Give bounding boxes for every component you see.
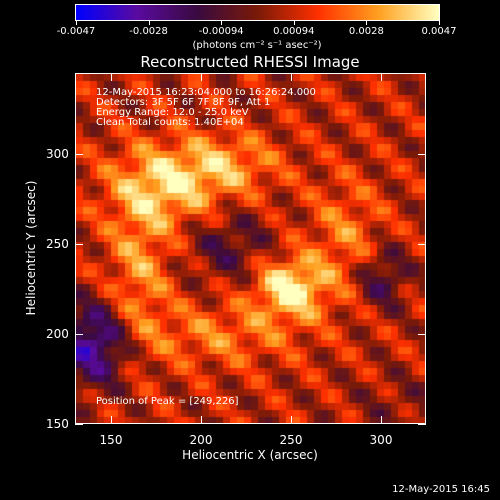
y-axis-tick	[418, 424, 426, 425]
peak-position: Position of Peak = [249,226]	[96, 396, 239, 407]
y-axis-tick	[418, 334, 426, 335]
y-axis-tick	[75, 244, 83, 245]
colorbar	[75, 4, 440, 21]
x-axis-tick	[381, 73, 382, 81]
y-axis-tick	[75, 424, 83, 425]
colorbar-tick	[366, 21, 368, 25]
colorbar-tick	[221, 21, 223, 25]
y-axis-tick	[418, 244, 426, 245]
x-axis-label: Heliocentric X (arcsec)	[182, 448, 318, 462]
x-axis-tick	[201, 73, 202, 81]
colorbar-tick-label: 0.0047	[421, 26, 457, 37]
y-axis-tick	[418, 154, 426, 155]
y-axis-tick	[75, 154, 83, 155]
x-axis-tick	[201, 416, 202, 424]
x-axis-tick	[111, 73, 112, 81]
info-energy-range: Energy Range: 12.0 - 25.0 keV	[96, 107, 249, 118]
x-tick-label: 150	[99, 433, 123, 447]
y-tick-label: 150	[46, 417, 69, 431]
y-tick-label: 200	[46, 327, 69, 341]
rhessi-image-map	[76, 74, 425, 423]
x-tick-label: 250	[279, 433, 303, 447]
x-axis-tick	[291, 416, 292, 424]
x-tick-label: 200	[189, 433, 213, 447]
y-axis-tick	[75, 334, 83, 335]
info-detectors: Detectors: 3F 5F 6F 7F 8F 9F, Att 1	[96, 97, 271, 108]
y-axis-label: Heliocentric Y (arcsec)	[24, 180, 38, 316]
colorbar-tick	[148, 21, 150, 25]
y-tick-label: 300	[46, 147, 69, 161]
x-axis-tick	[291, 73, 292, 81]
colorbar-units: (photons cm⁻² s⁻¹ asec⁻²)	[192, 40, 322, 51]
colorbar-tick-label: 0.0028	[348, 26, 384, 37]
colorbar-tick	[293, 21, 295, 25]
colorbar-tick	[439, 21, 440, 25]
colorbar-tick-label: -0.0047	[56, 26, 96, 37]
colorbar-tick-label: 0.00094	[273, 26, 315, 37]
colorbar-tick-label: -0.0028	[129, 26, 168, 37]
x-axis-tick	[381, 416, 382, 424]
colorbar-tick-label: -0.00094	[198, 26, 244, 37]
x-tick-label: 300	[369, 433, 393, 447]
timestamp: 12-May-2015 16:45	[392, 484, 490, 495]
x-axis-tick	[111, 416, 112, 424]
image-plot: 12-May-2015 16:23:04.000 to 16:26:24.000…	[75, 73, 426, 424]
colorbar-tick	[76, 21, 77, 25]
plot-title: Reconstructed RHESSI Image	[140, 53, 360, 71]
info-time-range: 12-May-2015 16:23:04.000 to 16:26:24.000	[96, 87, 316, 98]
y-tick-label: 250	[46, 237, 69, 251]
info-clean-counts: Clean Total counts: 1.40E+04	[96, 117, 244, 128]
